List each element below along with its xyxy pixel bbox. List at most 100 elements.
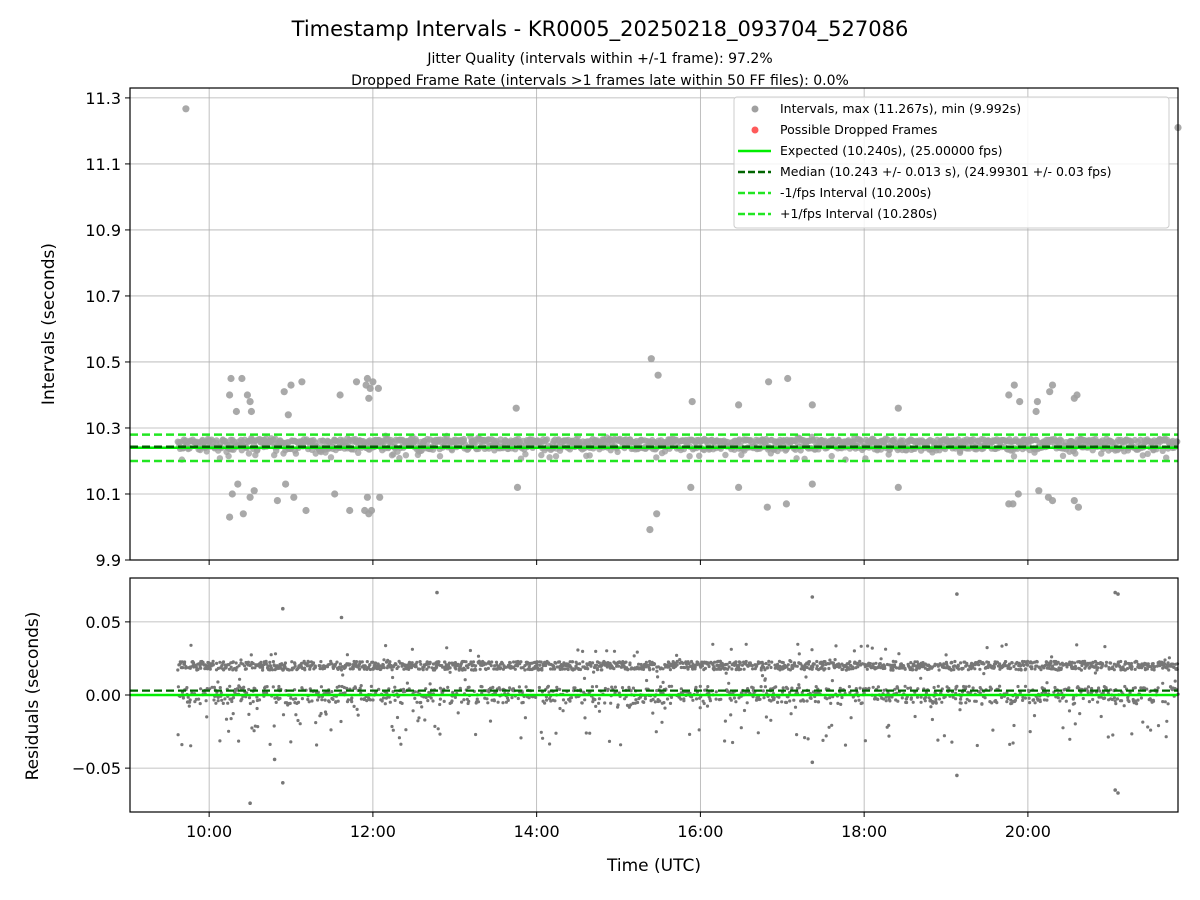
residual-point <box>345 686 349 691</box>
residual-point <box>419 662 423 666</box>
residual-point <box>742 708 747 713</box>
residual-point <box>995 701 999 705</box>
residual-point <box>985 646 989 650</box>
residual-point <box>561 709 565 713</box>
residual-point <box>196 667 200 672</box>
top-plot-frame <box>129 87 1179 561</box>
residual-point <box>382 658 386 662</box>
residual-point <box>1117 664 1122 668</box>
residual-point <box>407 667 411 672</box>
residual-point <box>605 649 609 653</box>
residual-point <box>428 682 432 686</box>
residual-point <box>287 668 291 672</box>
residual-point <box>300 661 304 666</box>
residual-point <box>403 689 407 694</box>
residual-point <box>290 660 294 664</box>
residual-point <box>888 699 892 703</box>
residual-point <box>314 721 318 725</box>
residual-point <box>707 664 711 669</box>
residual-point <box>1000 695 1004 700</box>
residual-point <box>1139 696 1143 700</box>
residual-point <box>807 660 812 664</box>
residual-point <box>879 657 883 661</box>
residual-point <box>249 653 253 657</box>
residual-point <box>1033 667 1037 671</box>
bottom-axis: 10:00 12:00 14:00 16:00 18:00 20:00 −0.05 0.00 0… <box>72 613 1051 841</box>
interval-point <box>546 454 553 461</box>
residual-point <box>739 726 743 730</box>
residual-point <box>262 691 266 695</box>
residual-point <box>180 743 184 747</box>
interval-outlier-point <box>646 526 654 534</box>
residual-point <box>548 742 552 746</box>
residual-point <box>871 685 875 689</box>
residual-point <box>265 685 269 689</box>
residual-point <box>410 647 414 651</box>
residual-point <box>789 660 793 664</box>
residual-point <box>320 698 324 702</box>
residual-point <box>474 732 478 737</box>
residual-point <box>909 697 913 701</box>
residual-point <box>1027 696 1031 700</box>
residual-point <box>763 677 767 681</box>
residual-point <box>958 708 962 712</box>
residual-point <box>656 675 660 679</box>
residual-point <box>443 660 447 664</box>
residual-point <box>698 706 702 710</box>
y-tick-label: 10.9 <box>85 221 121 240</box>
residual-point <box>870 646 874 650</box>
residual-point <box>466 701 470 706</box>
residual-point <box>591 661 595 665</box>
residual-point <box>1104 664 1108 668</box>
residual-point <box>829 701 833 706</box>
x-axis-label: Time (UTC) <box>606 856 701 876</box>
residual-point <box>964 701 968 705</box>
residual-point <box>694 685 698 689</box>
residual-point <box>803 736 807 740</box>
residual-point <box>199 666 203 670</box>
residual-point <box>636 700 640 705</box>
residual-point <box>827 666 831 671</box>
residual-point <box>425 661 429 665</box>
y-tick-label: 0.00 <box>85 686 121 705</box>
residual-point <box>356 713 360 717</box>
residual-point <box>323 698 327 702</box>
residual-point <box>519 660 523 664</box>
residual-point <box>348 667 352 671</box>
residual-point <box>619 743 623 747</box>
residual-point <box>786 663 790 667</box>
residual-point <box>339 719 343 724</box>
residual-point <box>1156 724 1161 728</box>
residual-point <box>797 652 801 656</box>
residual-point <box>813 699 818 704</box>
residual-point <box>486 666 490 671</box>
residual-point <box>802 699 806 703</box>
residual-outlier-point <box>435 590 439 595</box>
residual-point <box>616 703 620 707</box>
residual-point <box>251 661 255 666</box>
residual-point <box>467 685 471 689</box>
residual-point <box>1058 699 1062 703</box>
residual-point <box>776 700 780 705</box>
residual-point <box>211 662 215 667</box>
residual-point <box>607 739 612 744</box>
interval-point <box>552 453 560 460</box>
residual-point <box>524 685 528 689</box>
residual-point <box>937 668 941 672</box>
residual-point <box>1008 742 1012 747</box>
residual-point <box>390 668 394 672</box>
residual-point <box>714 697 718 701</box>
residual-point <box>239 658 243 662</box>
residual-point <box>438 732 442 736</box>
interval-point <box>225 452 232 460</box>
residual-point <box>696 661 700 665</box>
residual-point <box>506 698 510 703</box>
residual-point <box>268 742 272 747</box>
residual-point <box>485 697 489 701</box>
interval-outlier-point <box>226 513 234 521</box>
residual-point <box>590 685 595 689</box>
residual-point <box>456 662 460 666</box>
residual-point <box>176 733 180 737</box>
interval-point <box>203 448 210 455</box>
residual-point <box>523 668 527 672</box>
